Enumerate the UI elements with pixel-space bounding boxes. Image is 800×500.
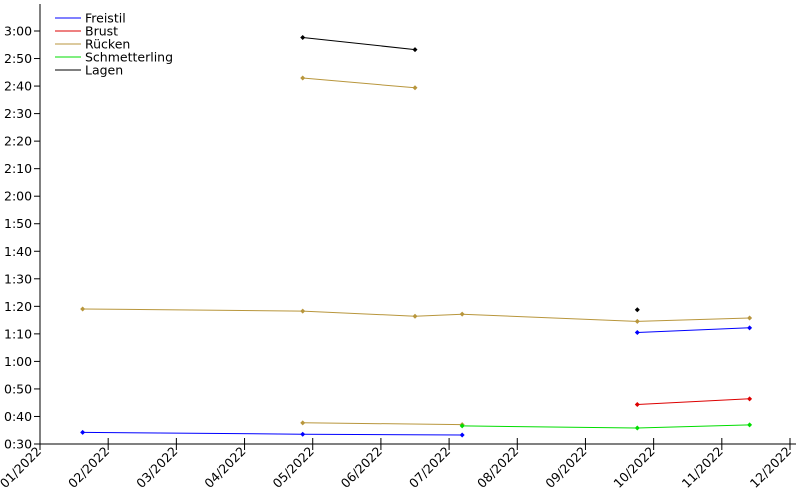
legend-label: Brust [85, 24, 118, 39]
series-line [82, 431, 463, 436]
y-tick-label: 2:10 [4, 161, 32, 176]
data-point [747, 325, 753, 331]
data-point [634, 425, 640, 431]
data-point [412, 313, 418, 319]
plot-area [80, 34, 753, 438]
data-point [300, 431, 306, 437]
series-line [637, 327, 750, 333]
data-point [747, 315, 753, 321]
y-tick-label: 2:30 [4, 106, 32, 121]
series-line [302, 422, 463, 426]
data-point [747, 422, 753, 428]
y-tick-label: 2:40 [4, 79, 32, 94]
x-tick-label: 11/2022 [679, 444, 726, 491]
data-point [300, 34, 306, 40]
data-point [459, 423, 465, 429]
y-ticks: 0:30 0:40 0:50 1:00 1:10 1:20 1:30 1:40 1:50 2:00… [4, 24, 40, 452]
data-point [412, 47, 418, 53]
data-point [634, 307, 640, 313]
data-point [634, 402, 640, 408]
y-tick-label: 0:40 [4, 409, 32, 424]
y-tick-label: 1:40 [4, 244, 32, 259]
y-tick-label: 1:30 [4, 271, 32, 286]
data-point [80, 306, 86, 312]
data-point [747, 396, 753, 402]
x-tick-label: 02/2022 [65, 444, 112, 491]
x-tick-label: 07/2022 [406, 444, 453, 491]
legend-label: Rücken [85, 37, 130, 52]
x-tick-label: 05/2022 [270, 444, 317, 491]
axes [39, 4, 796, 445]
x-tick-label: 12/2022 [747, 444, 794, 491]
x-tick-label: 06/2022 [338, 444, 385, 491]
x-tick-label: 03/2022 [133, 444, 180, 491]
y-tick-label: 3:00 [4, 24, 32, 39]
x-tick-label: 10/2022 [610, 444, 657, 491]
series-line [637, 398, 750, 405]
series-line [302, 37, 416, 51]
data-point [300, 75, 306, 81]
data-point [459, 432, 465, 438]
y-tick-label: 1:10 [4, 326, 32, 341]
y-tick-label: 1:50 [4, 216, 32, 231]
y-tick-label: 1:00 [4, 354, 32, 369]
series-line [82, 308, 750, 322]
data-point [80, 429, 86, 435]
y-tick-label: 1:20 [4, 299, 32, 314]
x-tick-label: 09/2022 [542, 444, 589, 491]
y-tick-label: 0:50 [4, 381, 32, 396]
legend-label: Schmetterling [85, 50, 173, 65]
y-tick-label: 0:30 [4, 437, 32, 452]
data-point [459, 311, 465, 317]
series-line [462, 424, 750, 429]
data-point [300, 420, 306, 426]
y-tick-label: 2:00 [4, 189, 32, 204]
data-point [634, 318, 640, 324]
y-tick-label: 2:50 [4, 51, 32, 66]
data-point [634, 329, 640, 335]
series-line [302, 77, 416, 89]
x-ticks: 01/2022 02/2022 03/2022 04/2022 05/2022 06/20… [0, 438, 794, 491]
y-tick-label: 2:20 [4, 134, 32, 149]
x-tick-label: 08/2022 [474, 444, 521, 491]
data-point [300, 308, 306, 314]
data-point [412, 85, 418, 91]
legend-label: Freistil [85, 11, 126, 26]
legend-label: Lagen [85, 63, 123, 78]
x-tick-label: 04/2022 [201, 444, 248, 491]
